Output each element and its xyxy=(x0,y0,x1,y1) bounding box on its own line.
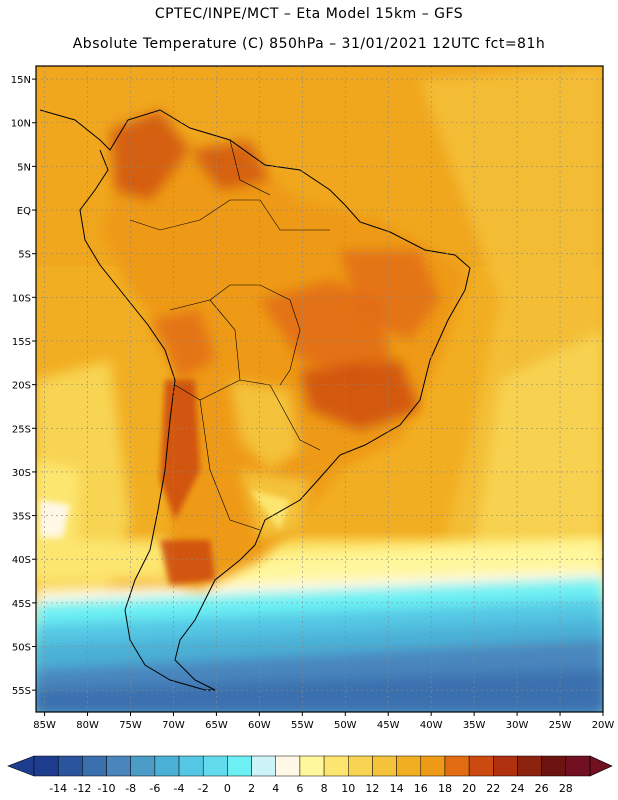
map-title-line1: CPTEC/INPE/MCT – Eta Model 15km – GFS xyxy=(154,6,464,22)
colorbar-swatch xyxy=(468,755,494,777)
colorbar-arrow-low xyxy=(7,755,35,777)
colorbar-arrow-high xyxy=(589,755,613,777)
colorbar-swatch xyxy=(323,755,349,777)
lon-label: 30W xyxy=(506,720,529,731)
colorbar-swatch xyxy=(57,755,83,777)
lon-label: 80W xyxy=(76,720,99,731)
lon-label: 40W xyxy=(420,720,443,731)
longitude-labels: 85W 80W 75W 70W 65W 60W 55W 50W 45W 40W 35W 30W 25W 2… xyxy=(33,712,614,731)
lat-label: 5S xyxy=(18,250,31,261)
colorbar-label: 14 xyxy=(390,782,404,795)
colorbar-swatches xyxy=(7,755,613,777)
colorbar-swatch xyxy=(178,755,204,777)
colorbar-swatch xyxy=(106,755,131,777)
lon-label: 75W xyxy=(119,720,142,731)
colorbar-swatch xyxy=(130,755,156,777)
colorbar-swatch xyxy=(299,755,325,777)
colorbar-swatch xyxy=(372,755,397,777)
lon-label: 55W xyxy=(291,720,314,731)
colorbar-swatch xyxy=(541,755,567,777)
lat-label: 30S xyxy=(12,468,31,479)
lon-label: 50W xyxy=(334,720,357,731)
lat-label: 5N xyxy=(17,162,31,173)
colorbar-label: 2 xyxy=(248,782,255,795)
lat-label: 55S xyxy=(12,686,31,697)
colorbar-label: 26 xyxy=(535,782,549,795)
colorbar-label: 12 xyxy=(365,782,379,795)
lon-label: 35W xyxy=(463,720,486,731)
colorbar-label: 28 xyxy=(559,782,573,795)
colorbar-swatch xyxy=(420,755,446,777)
colorbar-swatch xyxy=(33,755,59,777)
lat-label: 45S xyxy=(12,599,31,610)
lat-label: 10N xyxy=(11,119,31,130)
colorbar-swatch xyxy=(493,755,518,777)
colorbar-swatch xyxy=(348,755,373,777)
lon-label: 20W xyxy=(592,720,615,731)
colorbar-swatch xyxy=(517,755,542,777)
colorbar-swatch xyxy=(251,755,276,777)
map-title-line2: Absolute Temperature (C) 850hPa – 31/01/… xyxy=(72,36,546,52)
colorbar-label: -8 xyxy=(125,782,136,795)
colorbar-label: 20 xyxy=(462,782,476,795)
colorbar-label: -14 xyxy=(49,782,67,795)
colorbar-swatch xyxy=(154,755,180,777)
colorbar-label: -6 xyxy=(149,782,160,795)
lat-label: 50S xyxy=(12,643,31,654)
lat-label: 25S xyxy=(12,424,31,435)
lat-label: 35S xyxy=(12,512,31,523)
lon-label: 65W xyxy=(205,720,228,731)
colorbar-label: 6 xyxy=(296,782,303,795)
colorbar-label: -4 xyxy=(174,782,185,795)
lat-label: 20S xyxy=(12,381,31,392)
lat-label: 15S xyxy=(12,337,31,348)
lon-label: 60W xyxy=(248,720,271,731)
lon-label: 85W xyxy=(33,720,56,731)
colorbar-label: -10 xyxy=(98,782,116,795)
colorbar-label: -12 xyxy=(73,782,91,795)
colorbar-label: 0 xyxy=(224,782,231,795)
colorbar-swatch xyxy=(565,755,591,777)
colorbar-swatch xyxy=(82,755,107,777)
colorbar-swatch xyxy=(202,755,228,777)
colorbar-swatch xyxy=(396,755,422,777)
country-borders xyxy=(129,139,330,531)
colorbar-swatch xyxy=(227,755,252,777)
lat-label: EQ xyxy=(17,206,31,217)
lat-label: 15N xyxy=(11,75,31,86)
colorbar-swatch xyxy=(444,755,470,777)
colorbar-label: 24 xyxy=(510,782,524,795)
temperature-field xyxy=(36,66,603,712)
colorbar-swatch xyxy=(275,755,301,777)
colorbar-label: 8 xyxy=(321,782,328,795)
colorbar: -14 -12 -10 -8 -6 -4 -2 0 2 4 6 8 10 12 14 16 18 20 22 24 26… xyxy=(7,755,613,795)
lat-label: 10S xyxy=(12,293,31,304)
map-frame xyxy=(35,65,604,713)
lat-label: 40S xyxy=(12,555,31,566)
colorbar-label: 10 xyxy=(341,782,355,795)
colorbar-label: 4 xyxy=(272,782,279,795)
coastline xyxy=(39,109,471,691)
lon-label: 25W xyxy=(549,720,572,731)
lon-label: 45W xyxy=(377,720,400,731)
colorbar-labels: -14 -12 -10 -8 -6 -4 -2 0 2 4 6 8 10 12 14 16 18 20 22 24 26… xyxy=(49,782,573,795)
colorbar-label: -2 xyxy=(198,782,209,795)
colorbar-label: 16 xyxy=(414,782,428,795)
colorbar-label: 22 xyxy=(486,782,500,795)
colorbar-label: 18 xyxy=(438,782,452,795)
latitude-labels: 15N 10N 5N EQ 5S 10S 15S 20S 25S 30S 35S 40S 45S 50S 5… xyxy=(11,75,36,697)
lon-label: 70W xyxy=(162,720,185,731)
